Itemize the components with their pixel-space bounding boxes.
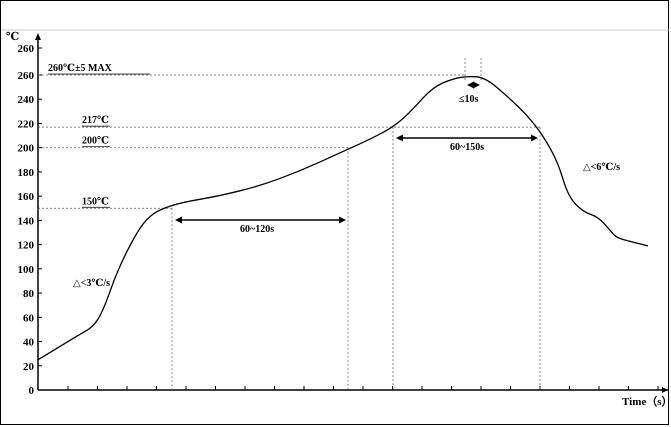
y-tick-label-0: 0	[29, 385, 35, 397]
arrow-peak-head-left	[467, 81, 474, 89]
x-axis-arrow	[662, 387, 668, 393]
arrow-preheat-head-left	[175, 216, 182, 224]
y-axis-unit-label: ℃	[6, 31, 19, 43]
arrow-preheat-head-right	[339, 216, 346, 224]
axes: 0 20 40 60 80 100 120 140 160 180 200 220 240 260 260	[18, 33, 668, 397]
arrow-peak-head-right	[473, 81, 480, 89]
y-tick-label-80: 80	[23, 288, 35, 300]
ref-label-217: 217℃	[82, 115, 109, 126]
series-layer	[37, 75, 649, 361]
annotations: 60~120s 60~150s ≤10s △<3℃/s △<6℃/s	[73, 81, 620, 289]
profile-curve	[37, 75, 649, 361]
label-above-217-duration: 60~150s	[450, 142, 484, 153]
ref-label-150: 150℃	[82, 196, 109, 207]
y-axis-arrow	[35, 33, 41, 40]
reference-lines: 260℃±5 MAX 217℃ 200℃ 150℃	[38, 58, 541, 390]
y-tick-label-120: 120	[18, 240, 35, 252]
y-tick-label-260: 260	[18, 70, 35, 82]
label-ramp-up: △<3℃/s	[73, 278, 110, 289]
y-tick-label-160: 160	[18, 191, 35, 203]
y-tick-label-60: 60	[23, 312, 35, 324]
arrow-liquidus-head-left	[396, 134, 403, 142]
y-tick-label-40: 40	[23, 337, 35, 349]
y-tick-label-top: 260	[18, 43, 35, 55]
label-ramp-down: △<6℃/s	[583, 162, 620, 173]
y-tick-label-180: 180	[18, 167, 35, 179]
y-tick-label-20: 20	[23, 361, 35, 373]
y-tick-label-220: 220	[18, 118, 35, 130]
label-peak-duration: ≤10s	[459, 94, 478, 105]
ref-label-200: 200℃	[82, 136, 109, 147]
y-tick-label-200: 200	[18, 143, 35, 155]
label-preheat-duration: 60~120s	[240, 224, 274, 235]
y-tick-label-140: 140	[18, 215, 35, 227]
y-tick-label-240: 240	[18, 94, 35, 106]
x-axis-label: Time（s）	[622, 395, 671, 408]
arrow-liquidus-head-right	[531, 134, 538, 142]
y-tick-label-100: 100	[18, 264, 35, 276]
ref-label-260: 260℃±5 MAX	[48, 63, 113, 74]
